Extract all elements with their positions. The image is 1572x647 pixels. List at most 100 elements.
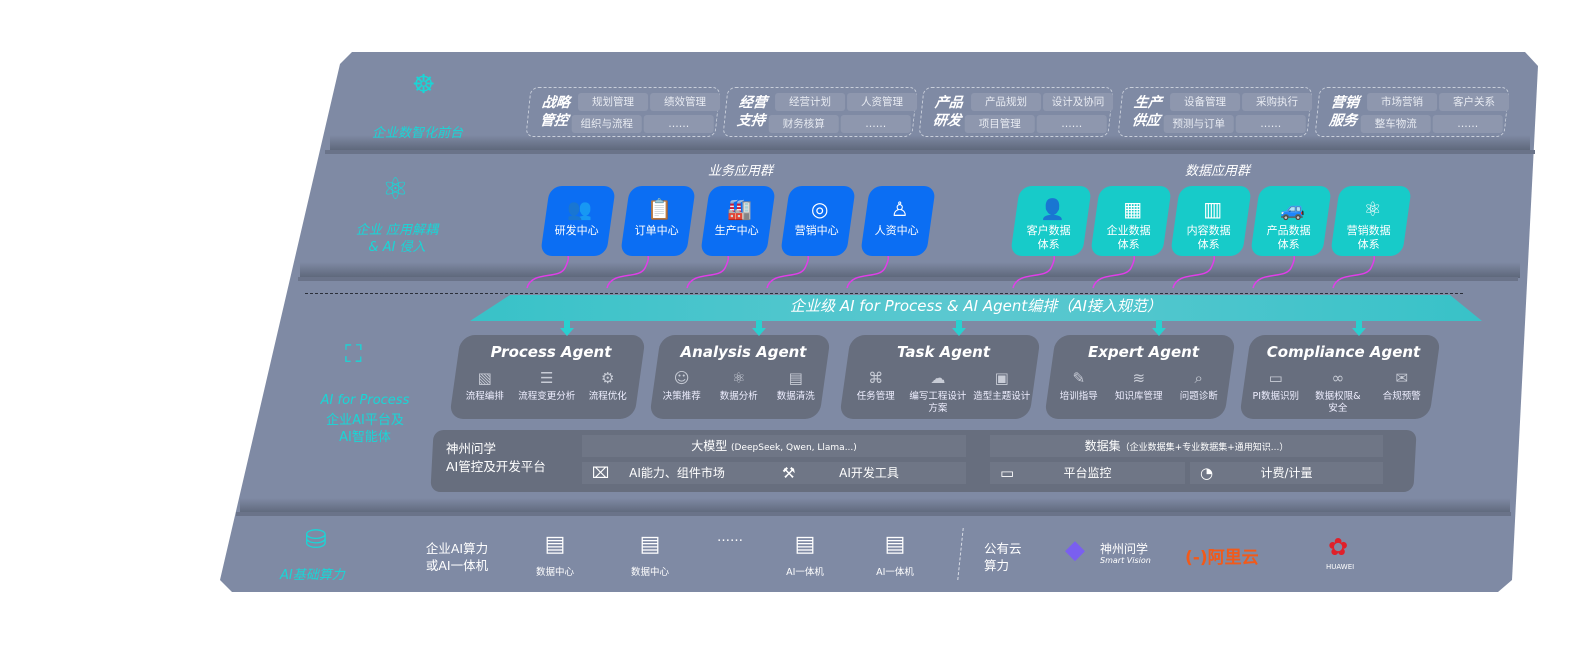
capability-chip[interactable]: 产品规划 [971, 93, 1042, 111]
tool-label: 计费/计量 [1260, 466, 1313, 480]
capability-chip[interactable]: …… [840, 115, 911, 133]
gauge-icon: ◔ [1200, 464, 1214, 482]
agent-feature[interactable]: ☺ 决策推荐 [652, 369, 712, 403]
face-scan-icon: ⛶ [345, 340, 362, 368]
agent-card[interactable]: Process Agent ▧ 流程编排 ☰ 流程变更分析 ⚙ 流程优化 [449, 335, 646, 419]
business-app-card[interactable]: ♙ 人资中心 [860, 186, 936, 256]
agent-card[interactable]: Analysis Agent ☺ 决策推荐 ⚛ 数据分析 ▤ 数据清洗 [649, 335, 831, 419]
data-app-card[interactable]: 🚙 产品数据 体系 [1250, 186, 1332, 256]
server-label: 数据中心 [535, 567, 574, 578]
business-app-card[interactable]: 🏭 生产中心 [700, 186, 776, 256]
agent-feature[interactable]: ▧ 流程编排 [455, 369, 515, 403]
server-item: …… [700, 530, 760, 545]
vendor-name: 阿里云 [1207, 548, 1259, 568]
capability-chip[interactable]: 市场营销 [1367, 93, 1438, 111]
app-label: 产品数据 体系 [1266, 224, 1311, 251]
agent-feature[interactable]: ✎ 培训指导 [1049, 369, 1109, 403]
capability-chip[interactable]: 财务核算 [768, 115, 839, 133]
capability-chip[interactable]: 绩效管理 [650, 93, 721, 111]
user-icon: 👤 [1040, 197, 1066, 221]
capability-chip[interactable]: 客户关系 [1439, 93, 1510, 111]
agent-feature[interactable]: ▤ 数据清洗 [765, 369, 825, 403]
capability-chip[interactable]: …… [1235, 115, 1306, 133]
agent-name: Task Agent [896, 343, 991, 361]
app-label: 订单中心 [634, 224, 679, 237]
capability-chip[interactable]: 组织与流程 [571, 115, 642, 133]
layer4-label: AI基础算力 [280, 568, 345, 583]
platform-tool[interactable]: ◔ 计费/计量 [1190, 462, 1383, 484]
agent-feature[interactable]: ☰ 流程变更分析 [516, 369, 576, 403]
molecule-icon: ⚛ [382, 172, 409, 207]
business-app-card[interactable]: 👥 研发中心 [540, 186, 616, 256]
agent-feature[interactable]: ▭ PI数据识别 [1245, 369, 1305, 403]
platform-title: 神州问学 AI管控及开发平台 [446, 441, 546, 474]
vendor-name: HUAWEI [1326, 563, 1355, 571]
agent-card[interactable]: Expert Agent ✎ 培训指导 ≋ 知识库管理 ⌕ 问题诊断 [1044, 335, 1236, 419]
market-icon: ⌧ [592, 464, 610, 482]
agent-feature[interactable]: ⌘ 任务管理 [845, 369, 905, 403]
data-app-card[interactable]: ▥ 内容数据 体系 [1170, 186, 1252, 256]
capability-group: 产品研发 产品规划 设计及协同 项目管理…… [918, 87, 1114, 137]
group-title: 生产供应 [1131, 95, 1163, 129]
agent-feature[interactable]: ☁ 编写工程设计方案 [908, 369, 968, 415]
feature-label: 知识库管理 [1114, 391, 1163, 402]
server-item: ▤ AI一体机 [865, 532, 925, 578]
capability-chip[interactable]: 整车物流 [1360, 115, 1431, 133]
data-app-card[interactable]: 👤 客户数据 体系 [1010, 186, 1092, 256]
data-app-card[interactable]: ⚛ 营销数据 体系 [1330, 186, 1412, 256]
business-app-card[interactable]: 📋 订单中心 [620, 186, 696, 256]
books-icon: ▥ [1203, 197, 1223, 221]
id-card-icon: ▭ [1268, 369, 1283, 387]
link-icon: ∞ [1331, 369, 1345, 387]
platform-tool[interactable]: ▭ 平台监控 [990, 462, 1185, 484]
capability-chip[interactable]: …… [643, 115, 714, 133]
agent-feature[interactable]: ✉ 合规预警 [1372, 369, 1432, 403]
design-doc-icon: ▣ [994, 369, 1010, 387]
diagnosis-icon: ⌕ [1194, 369, 1203, 387]
server-label: AI一体机 [876, 567, 914, 578]
feature-label: 合规预警 [1383, 391, 1422, 402]
capability-chip[interactable]: 设计及协同 [1043, 93, 1114, 111]
aliyun-logo: (-)阿里云 [1185, 548, 1259, 568]
platform-tool[interactable]: ⌧ AI能力、组件市场 [582, 462, 772, 484]
capability-chip[interactable]: 采购执行 [1242, 93, 1313, 111]
capability-chip[interactable]: 规划管理 [578, 93, 649, 111]
server-item: ▤ AI一体机 [775, 532, 835, 578]
capability-chip[interactable]: 设备管理 [1170, 93, 1241, 111]
business-apps-title: 业务应用群 [708, 164, 774, 179]
capability-chip[interactable]: …… [1036, 115, 1107, 133]
agent-feature[interactable]: ≋ 知识库管理 [1109, 369, 1169, 403]
capability-chip[interactable]: 项目管理 [964, 115, 1035, 133]
layer3-label-en: AI for Process [320, 393, 410, 408]
platform-tool[interactable]: ⚒ AI开发工具 [772, 462, 966, 484]
public-cloud-label: 公有云 算力 [984, 541, 1022, 573]
agent-feature[interactable]: ∞ 数据权限& 安全 [1308, 369, 1368, 415]
capability-chip[interactable]: 经营计划 [775, 93, 846, 111]
server-icon: ▤ [794, 532, 816, 557]
clean-icon: ▤ [788, 369, 803, 387]
dataset-note: （企业数据集+专业数据集+通用知识...） [1120, 443, 1289, 453]
feature-label: 编写工程设计方案 [909, 391, 967, 414]
app-label: 营销数据 体系 [1346, 224, 1391, 251]
capability-chip[interactable]: 预测与订单 [1163, 115, 1234, 133]
cloud-icon: ☁ [930, 369, 946, 387]
server-icon: ▤ [544, 532, 566, 557]
vendor-name: 神州问学 [1100, 542, 1149, 556]
brain-icon: ☸ [412, 70, 436, 100]
capability-chip[interactable]: 人资管理 [847, 93, 918, 111]
capability-chip[interactable]: …… [1432, 115, 1503, 133]
agent-card[interactable]: Compliance Agent ▭ PI数据识别 ∞ 数据权限& 安全 ✉ 合规预警 [1239, 335, 1441, 419]
data-app-card[interactable]: ▦ 企业数据 体系 [1090, 186, 1172, 256]
agent-name: Analysis Agent [680, 343, 807, 361]
agent-card[interactable]: Task Agent ⌘ 任务管理 ☁ 编写工程设计方案 ▣ 造型主题设计 [839, 335, 1041, 419]
feature-label: 流程优化 [588, 391, 627, 402]
agent-feature[interactable]: ▣ 造型主题设计 [972, 369, 1032, 403]
app-label: 企业数据 体系 [1106, 224, 1151, 251]
agent-feature[interactable]: ⌕ 问题诊断 [1169, 369, 1229, 403]
training-icon: ✎ [1072, 369, 1086, 387]
agent-feature[interactable]: ⚛ 数据分析 [709, 369, 769, 403]
dev-tool-icon: ⚒ [782, 464, 796, 482]
feature-label: 造型主题设计 [973, 391, 1031, 402]
business-app-card[interactable]: ◎ 营销中心 [780, 186, 856, 256]
agent-feature[interactable]: ⚙ 流程优化 [578, 369, 638, 403]
